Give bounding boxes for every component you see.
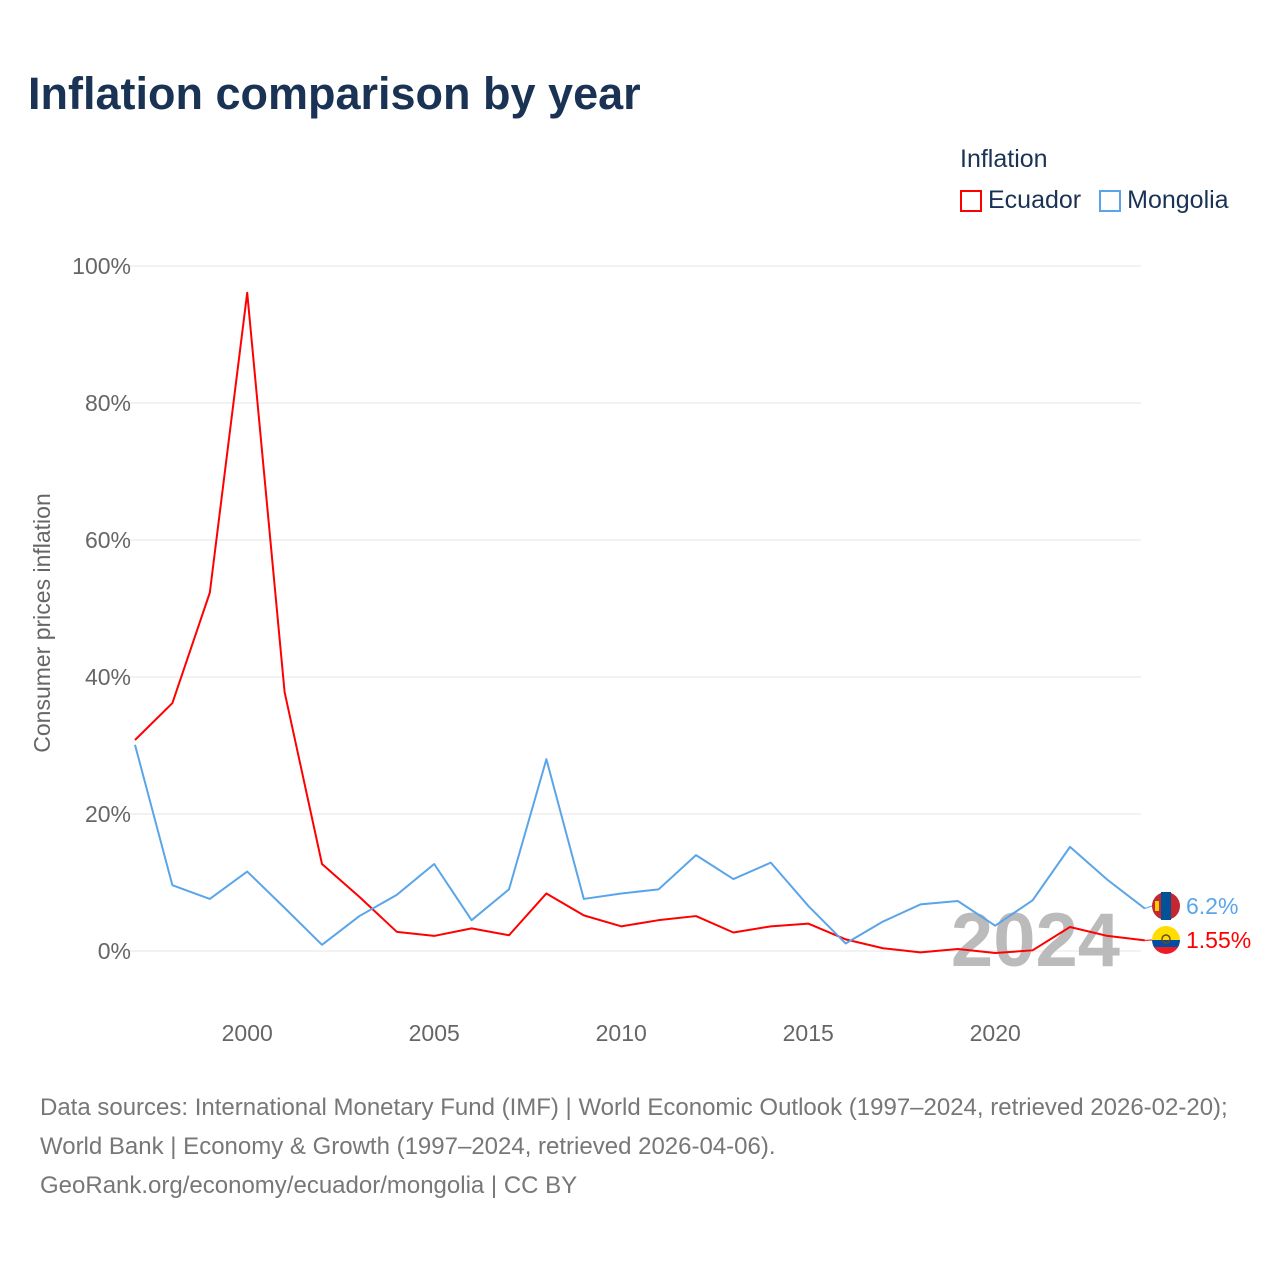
flag-stripe — [1161, 892, 1171, 920]
legend-item-mongolia[interactable]: Mongolia — [1099, 186, 1229, 215]
legend-label-mongolia: Mongolia — [1127, 186, 1229, 214]
flag-icon-mongolia — [1152, 892, 1180, 920]
x-tick-label: 2005 — [409, 1020, 460, 1046]
x-tick-label: 2015 — [783, 1020, 834, 1046]
end-label-mongolia: 6.2% — [1186, 893, 1238, 919]
end-connector — [1144, 905, 1153, 910]
year-watermark: 2024 — [951, 898, 1120, 983]
y-tick-label: 60% — [85, 527, 131, 553]
x-tick-label: 2010 — [596, 1020, 647, 1046]
series-line-mongolia — [134, 744, 1146, 946]
flag-red — [1152, 947, 1180, 954]
legend-item-ecuador[interactable]: Ecuador — [960, 186, 1081, 215]
legend-title: Inflation — [960, 145, 1048, 173]
footer: Data sources: International Monetary Fun… — [40, 1088, 1250, 1205]
legend-swatch-mongolia — [1099, 189, 1122, 212]
x-tick-label: 2000 — [222, 1020, 273, 1046]
flag-icon-ecuador — [1152, 926, 1180, 954]
data-sources: Data sources: International Monetary Fun… — [40, 1094, 1228, 1160]
y-tick-label: 0% — [98, 938, 131, 964]
y-tick-label: 40% — [85, 664, 131, 690]
chart-title: Inflation comparison by year — [28, 68, 641, 119]
y-tick-label: 20% — [85, 801, 131, 827]
flag-soyombo — [1155, 901, 1159, 911]
y-tick-label: 100% — [72, 253, 131, 279]
y-tick-label: 80% — [85, 390, 131, 416]
x-tick-label: 2020 — [970, 1020, 1021, 1046]
credit-link[interactable]: GeoRank.org/economy/ecuador/mongolia | C… — [40, 1172, 578, 1199]
legend: Ecuador Mongolia — [960, 186, 1229, 215]
flag-yellow — [1152, 926, 1180, 940]
legend-swatch-ecuador — [960, 189, 982, 212]
flag-emblem — [1161, 934, 1171, 944]
end-label-ecuador: 1.55% — [1186, 927, 1251, 953]
y-axis-label: Consumer prices inflation — [29, 493, 55, 753]
series-line-ecuador — [134, 291, 1145, 955]
legend-label-ecuador: Ecuador — [988, 186, 1082, 214]
